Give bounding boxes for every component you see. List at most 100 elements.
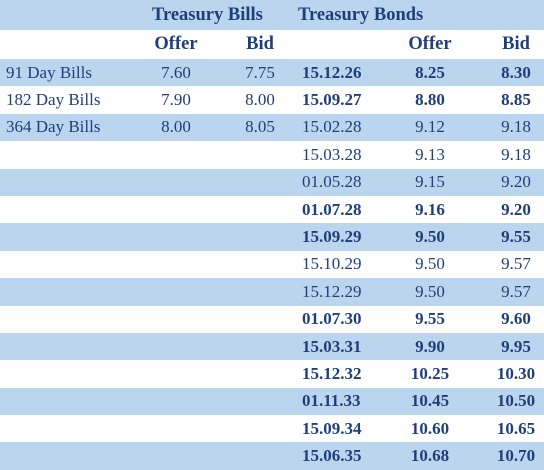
bond-offer-rate: 9.50 [415, 281, 445, 301]
bond-offer-rate: 9.12 [415, 117, 445, 137]
bill-name [6, 278, 146, 305]
table-row: 01.11.33 10.45 10.50 [0, 387, 544, 416]
bill-name [6, 360, 146, 387]
bond-maturity-date: 15.12.26 [302, 62, 362, 82]
bond-offer-rate: 10.68 [410, 446, 450, 466]
bond-bid-rate: 10.50 [496, 391, 536, 411]
bill-bid-rate [232, 251, 288, 278]
bill-bid-rate [232, 196, 288, 223]
bill-offer-rate [148, 141, 204, 168]
bill-bid-rate [232, 333, 288, 360]
table-row: 15.10.29 9.50 9.57 [0, 251, 544, 278]
treasury-bills-title: Treasury Bills [152, 4, 263, 25]
bill-bid-rate [232, 388, 288, 415]
bond-bid-rate: 10.70 [496, 446, 536, 466]
bill-name [6, 251, 146, 278]
bill-bid-rate: 7.75 [245, 62, 275, 82]
bill-name [6, 442, 146, 469]
bill-bid-rate [232, 415, 288, 442]
bonds-offer-header: Offer [408, 34, 452, 54]
bill-bid-rate [232, 141, 288, 168]
bond-maturity-date: 01.07.28 [302, 199, 362, 219]
bill-offer-rate [148, 196, 204, 223]
bond-offer-rate: 9.15 [415, 172, 445, 192]
bond-bid-rate: 9.18 [501, 144, 531, 164]
table-row: 15.03.31 9.90 9.95 [0, 332, 544, 361]
table-row: 91 Day Bills 7.60 7.75 15.12.26 8.25 8.30 [0, 59, 544, 87]
bonds-bid-header: Bid [502, 34, 530, 54]
bill-name: 182 Day Bills [6, 90, 101, 110]
bond-bid-rate: 9.20 [501, 172, 531, 192]
bond-offer-rate: 9.50 [415, 227, 445, 247]
bond-maturity-date: 15.09.34 [302, 418, 362, 438]
bill-name [6, 306, 146, 333]
bond-bid-rate: 9.18 [501, 117, 531, 137]
bond-bid-rate: 9.20 [501, 199, 531, 219]
bond-maturity-date: 01.05.28 [302, 172, 362, 192]
bill-offer-rate [148, 333, 204, 360]
bond-offer-rate: 9.13 [415, 144, 445, 164]
table-row: 15.12.29 9.50 9.57 [0, 278, 544, 306]
table-row: 01.07.28 9.16 9.20 [0, 196, 544, 223]
bill-bid-rate: 8.05 [245, 117, 275, 137]
table-row: 182 Day Bills 7.90 8.00 15.09.27 8.80 8.85 [0, 86, 544, 113]
bond-maturity-date: 15.03.28 [302, 144, 362, 164]
bond-bid-rate: 9.95 [501, 336, 531, 356]
bill-bid-rate: 8.00 [245, 90, 275, 110]
bond-offer-rate: 8.80 [415, 90, 445, 110]
bill-name [6, 415, 146, 442]
bill-offer-rate [148, 251, 204, 278]
bill-offer-rate: 7.60 [161, 62, 191, 82]
table-row: 15.09.34 10.60 10.65 [0, 415, 544, 442]
bond-offer-rate: 8.25 [415, 62, 445, 82]
bill-name [6, 196, 146, 223]
bond-maturity-date: 01.11.33 [302, 391, 361, 411]
bill-bid-rate [232, 278, 288, 305]
bill-offer-rate [148, 169, 204, 196]
bond-offer-rate: 9.50 [415, 254, 445, 274]
bond-offer-rate: 10.60 [410, 418, 450, 438]
bond-offer-rate: 9.16 [415, 199, 445, 219]
table-row: 15.03.28 9.13 9.18 [0, 141, 544, 168]
table-row: 15.12.32 10.25 10.30 [0, 360, 544, 387]
bond-maturity-date: 15.10.29 [302, 254, 362, 274]
bill-bid-rate [232, 223, 288, 250]
bond-offer-rate: 10.45 [410, 391, 450, 411]
table-body: 91 Day Bills 7.60 7.75 15.12.26 8.25 8.30 182 … [0, 59, 544, 470]
table-row: 15.09.29 9.50 9.55 [0, 223, 544, 251]
bill-offer-rate [148, 223, 204, 250]
bond-maturity-date: 15.02.28 [302, 117, 362, 137]
bill-name [6, 141, 146, 168]
bill-name [6, 169, 146, 196]
bill-bid-rate [232, 442, 288, 469]
bond-maturity-date: 01.07.30 [302, 309, 362, 329]
bond-offer-rate: 9.55 [415, 309, 445, 329]
bond-bid-rate: 9.57 [501, 281, 531, 301]
bill-bid-rate [232, 306, 288, 333]
bond-bid-rate: 10.30 [496, 363, 536, 383]
bond-maturity-date: 15.09.29 [302, 227, 362, 247]
group-header-row: Treasury Bills Treasury Bonds [0, 0, 544, 30]
bond-bid-rate: 8.85 [501, 90, 531, 110]
bill-name [6, 388, 146, 415]
bond-bid-rate: 9.57 [501, 254, 531, 274]
bill-offer-rate: 8.00 [161, 117, 191, 137]
bill-bid-rate [232, 169, 288, 196]
treasury-bonds-title: Treasury Bonds [298, 4, 424, 25]
bond-offer-rate: 9.90 [415, 336, 445, 356]
table-row: 15.06.35 10.68 10.70 [0, 442, 544, 470]
bill-offer-rate [148, 442, 204, 469]
bond-bid-rate: 10.65 [496, 418, 536, 438]
bill-name: 91 Day Bills [6, 62, 92, 82]
bill-bid-rate [232, 360, 288, 387]
bill-offer-rate [148, 278, 204, 305]
bond-bid-rate: 8.30 [501, 62, 531, 82]
table-row: 01.07.30 9.55 9.60 [0, 306, 544, 333]
bill-offer-rate [148, 415, 204, 442]
bond-bid-rate: 9.55 [501, 227, 531, 247]
bond-maturity-date: 15.03.31 [302, 336, 362, 356]
bill-offer-rate [148, 306, 204, 333]
bill-name [6, 223, 146, 250]
bills-bid-header: Bid [246, 34, 274, 54]
bill-offer-rate: 7.90 [161, 90, 191, 110]
